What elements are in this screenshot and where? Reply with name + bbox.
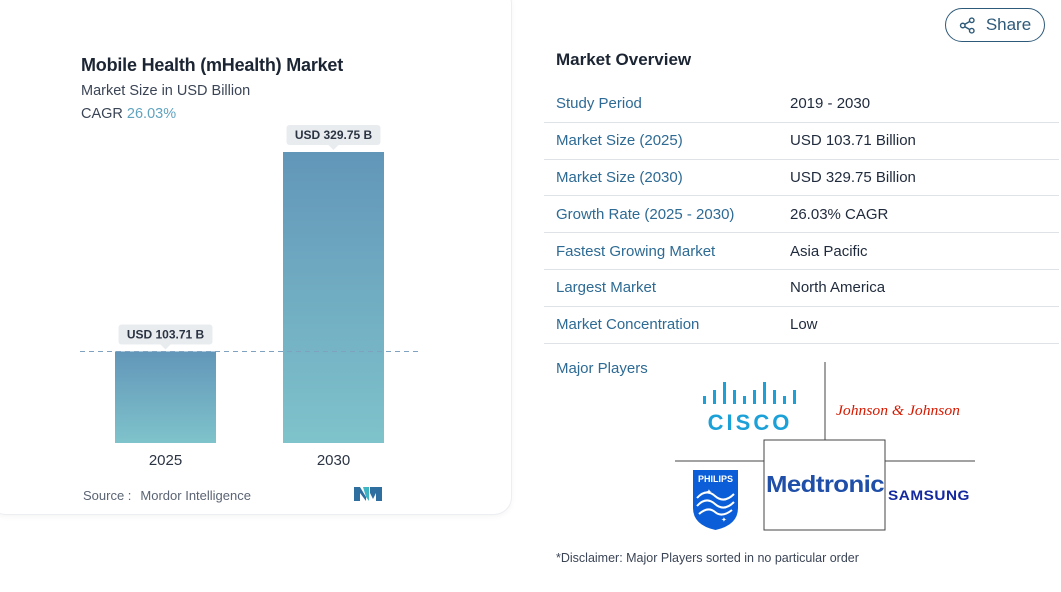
- overview-row-value: 2019 - 2030: [790, 95, 871, 113]
- overview-row: Largest Market North America: [544, 270, 1059, 307]
- data-label-pointer: [328, 145, 339, 150]
- bar-2025: [115, 351, 216, 443]
- overview-row: Market Size (2025) USD 103.71 Billion: [544, 123, 1059, 160]
- svg-text:✦: ✦: [721, 516, 727, 524]
- share-icon: [959, 16, 975, 34]
- data-label-pointer: [160, 344, 171, 350]
- bar-chart: USD 103.71 B 2025 USD 329.75 B 2030: [80, 125, 422, 469]
- chart-card: [0, 0, 512, 515]
- overview-row-label: Largest Market: [556, 279, 657, 297]
- mordor-intelligence-logo-icon: [354, 487, 382, 501]
- major-players-title: Major Players: [556, 360, 648, 377]
- overview-row: Market Size (2030) USD 329.75 Billion: [544, 160, 1059, 197]
- overview-row-label: Market Size (2030): [556, 168, 683, 186]
- overview-row-value: USD 103.71 Billion: [790, 132, 916, 150]
- share-button[interactable]: Share: [945, 8, 1045, 42]
- overview-row-value: North America: [790, 279, 886, 297]
- philips-logo: PHILIPS ✦ ✦: [693, 470, 738, 530]
- svg-text:✦: ✦: [706, 488, 712, 496]
- share-label: Share: [985, 15, 1032, 34]
- data-label-pill: [118, 324, 213, 345]
- source-value: Mordor Intelligence: [140, 488, 251, 503]
- overview-row-value: Low: [790, 316, 818, 334]
- overview-row-label: Growth Rate (2025 - 2030): [556, 205, 735, 223]
- disclaimer: *Disclaimer: Major Players sorted in no …: [556, 551, 859, 565]
- cisco-wordmark: CISCO: [708, 410, 793, 435]
- overview-row-value: 26.03% CAGR: [790, 205, 889, 223]
- overview-row: Growth Rate (2025 - 2030) 26.03% CAGR: [544, 196, 1059, 234]
- data-label: USD 329.75 B: [295, 128, 373, 142]
- logo-grid-box: [763, 439, 886, 531]
- bar-2030: [283, 152, 384, 443]
- data-label-pill: [286, 125, 381, 145]
- overview-row-value: Asia Pacific: [790, 242, 868, 260]
- major-players-logos: CISCO Johnson & Johnson PHILIPS ✦ ✦ Medt…: [675, 362, 975, 531]
- chart-cagr: CAGR 26.03%: [81, 106, 176, 122]
- overview-row: Study Period 2019 - 2030: [544, 86, 1059, 123]
- cisco-logo: CISCO: [703, 382, 796, 435]
- overview-row-label: Market Concentration: [556, 316, 700, 334]
- medtronic-logo: Medtronic: [766, 471, 885, 497]
- cagr-value: 26.03%: [126, 106, 177, 122]
- overview-row-label: Fastest Growing Market: [556, 242, 716, 260]
- overview-row: Market Concentration Low: [544, 307, 1059, 344]
- samsung-logo: SAMSUNG: [888, 487, 970, 503]
- chart-title: Mobile Health (mHealth) Market: [81, 55, 344, 75]
- philips-wordmark: PHILIPS: [698, 474, 733, 484]
- x-tick-label: 2030: [317, 452, 350, 469]
- cagr-label: CAGR: [81, 106, 123, 122]
- market-overview-title: Market Overview: [556, 50, 692, 69]
- chart-subtitle: Market Size in USD Billion: [81, 83, 251, 99]
- overview-row-label: Study Period: [556, 95, 642, 113]
- data-label: USD 103.71 B: [127, 327, 205, 341]
- overview-row: Fastest Growing Market Asia Pacific: [544, 233, 1059, 270]
- overview-row-value: USD 329.75 Billion: [790, 168, 916, 186]
- source-label: Source :: [83, 488, 132, 503]
- source-line: Source : Mordor Intelligence: [83, 488, 251, 503]
- market-overview-table: Study Period 2019 - 2030 Market Size (2025…: [544, 86, 1059, 344]
- x-tick-label: 2025: [149, 452, 182, 469]
- overview-row-label: Market Size (2025): [556, 132, 683, 150]
- jnj-logo: Johnson & Johnson: [836, 403, 960, 419]
